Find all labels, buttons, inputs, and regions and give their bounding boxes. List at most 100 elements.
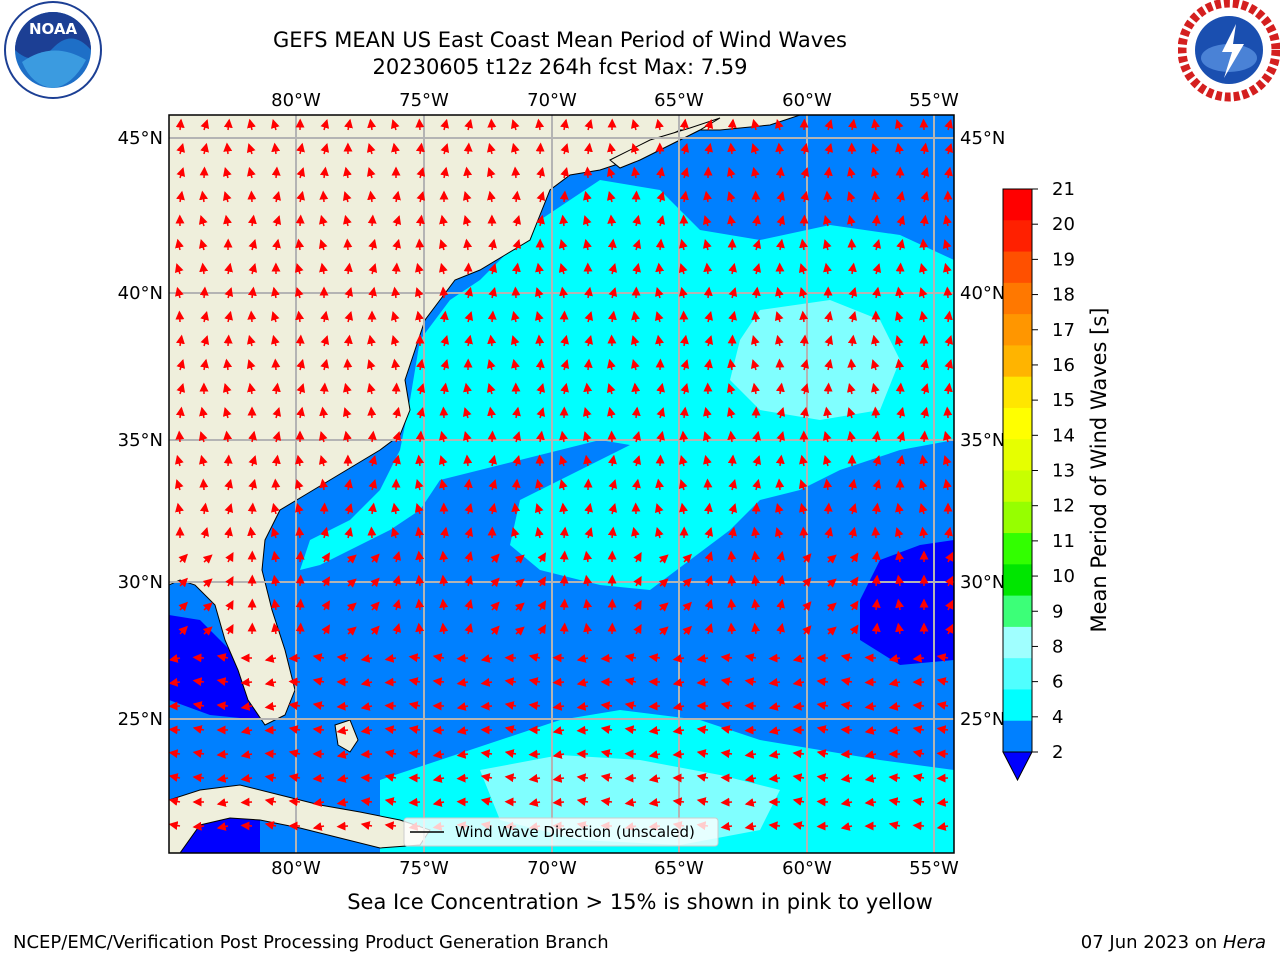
colorbar-segment [1003, 407, 1032, 440]
wind-wave-arrow [728, 287, 738, 299]
wind-wave-arrow [945, 575, 954, 587]
wind-wave-arrow [456, 702, 469, 711]
wind-wave-arrow [776, 550, 785, 563]
wind-wave-arrow [370, 625, 380, 636]
wind-wave-arrow [654, 311, 664, 323]
wind-wave-arrow [942, 455, 952, 467]
wind-wave-arrow [672, 725, 685, 735]
wind-wave-arrow [750, 359, 760, 371]
wind-wave-arrow [528, 773, 541, 783]
wind-wave-arrow [175, 118, 185, 131]
wind-wave-arrow [752, 455, 762, 467]
wind-wave-arrow [919, 214, 929, 227]
wind-wave-arrow [720, 797, 733, 807]
wind-wave-arrow [822, 239, 832, 251]
lat-tick-right-45n: 45°N [960, 128, 1005, 149]
wind-wave-arrow [871, 430, 881, 443]
wind-wave-arrow [199, 190, 209, 203]
wind-wave-arrow [366, 166, 376, 179]
wind-wave-arrow [344, 503, 354, 515]
wind-wave-arrow [720, 653, 733, 663]
wind-wave-arrow [384, 821, 397, 831]
wind-wave-arrow [169, 725, 181, 735]
wind-wave-arrow [632, 239, 642, 251]
wind-wave-arrow [343, 334, 353, 347]
wind-wave-arrow [727, 334, 737, 347]
wind-wave-arrow [346, 554, 357, 564]
wind-wave-arrow [510, 335, 520, 347]
wind-wave-arrow [630, 118, 640, 131]
wind-wave-arrow [826, 554, 837, 564]
wind-wave-arrow [936, 822, 949, 831]
wind-wave-arrow [945, 623, 954, 635]
wind-wave-arrow [682, 553, 692, 564]
wind-wave-arrow [336, 797, 349, 807]
wind-wave-arrow [656, 166, 665, 179]
wind-wave-arrow [440, 526, 449, 539]
wind-wave-arrow [537, 552, 546, 563]
wind-wave-arrow [752, 262, 762, 275]
wind-wave-arrow [744, 821, 757, 831]
wind-wave-arrow [360, 678, 373, 687]
wind-wave-arrow [456, 773, 469, 783]
wind-wave-arrow [271, 358, 281, 371]
wind-wave-arrow [511, 502, 521, 515]
wind-wave-arrow [816, 701, 829, 711]
wind-wave-arrow [799, 502, 808, 515]
wind-wave-arrow [488, 238, 497, 251]
wind-wave-arrow [288, 725, 301, 734]
wind-wave-arrow [295, 310, 305, 323]
wind-wave-arrow [200, 310, 209, 323]
wind-wave-arrow [216, 653, 229, 662]
footer-date: 07 Jun 2023 on Hera [1081, 932, 1266, 953]
wind-wave-arrow [223, 214, 232, 227]
wind-wave-arrow [432, 798, 445, 807]
wind-wave-arrow [608, 454, 617, 467]
wind-wave-arrow [248, 238, 258, 251]
wind-wave-arrow [943, 262, 952, 275]
wind-wave-arrow [415, 262, 424, 275]
wind-wave-arrow [895, 382, 905, 395]
wind-wave-arrow [919, 526, 929, 539]
wind-wave-arrow [752, 214, 761, 227]
wind-wave-arrow [840, 822, 853, 831]
wind-wave-arrow [559, 574, 569, 587]
wind-wave-arrow [360, 797, 373, 807]
wind-wave-arrow [896, 406, 906, 419]
wind-wave-arrow [607, 310, 617, 323]
wind-wave-arrow [871, 598, 881, 611]
wind-wave-arrow [408, 653, 421, 663]
wind-wave-arrow [336, 821, 349, 831]
wind-wave-arrow [944, 118, 954, 131]
wind-wave-arrow [704, 142, 713, 155]
lat-tick-right-35n: 35°N [960, 430, 1005, 451]
wind-wave-arrow [295, 214, 305, 227]
wind-wave-arrow [247, 190, 257, 203]
wind-wave-arrow [702, 431, 712, 443]
wind-wave-arrow [775, 382, 785, 395]
colorbar-tick-label: 13 [1052, 461, 1075, 482]
wind-wave-arrow [367, 118, 377, 131]
wind-wave-arrow [511, 478, 521, 491]
wind-wave-arrow [847, 358, 857, 371]
wind-wave-arrow [480, 749, 493, 759]
wind-wave-arrow [912, 701, 925, 711]
wind-wave-arrow [840, 749, 853, 759]
wind-wave-arrow [225, 623, 234, 635]
wind-wave-arrow [608, 479, 618, 491]
lon-tick-bottom-80w: 80°W [271, 858, 321, 879]
wind-wave-arrow [920, 358, 929, 371]
map-frame [168, 114, 955, 854]
wind-wave-arrow [944, 143, 954, 155]
colorbar-segment [1003, 439, 1032, 471]
wind-wave-arrow [224, 503, 234, 515]
wind-wave-arrow [895, 262, 905, 275]
wind-wave-arrow [798, 263, 808, 275]
wind-wave-arrow [584, 286, 593, 299]
wind-wave-arrow [216, 773, 229, 783]
wind-wave-arrow [768, 726, 781, 735]
wind-wave-arrow [800, 190, 809, 203]
wind-wave-arrow [343, 166, 352, 179]
wind-wave-arrow [583, 598, 593, 611]
wind-wave-arrow [607, 238, 617, 251]
